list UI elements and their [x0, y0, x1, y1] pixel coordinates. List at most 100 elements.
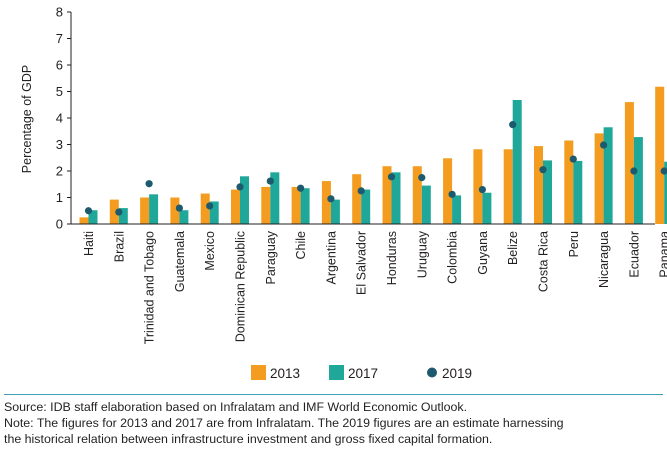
- x-tick-label: Uruguay: [415, 230, 429, 278]
- dot-2019: [478, 185, 486, 194]
- bar-2017: [603, 127, 613, 224]
- bar-2017: [179, 210, 189, 224]
- dot-2019: [236, 183, 244, 191]
- x-tick-label: Dominican Republic: [234, 231, 248, 342]
- bar-2013: [200, 193, 210, 224]
- dot-2019: [357, 187, 365, 195]
- bar-2013: [503, 149, 513, 224]
- x-tick-label: Costa Rica: [537, 231, 551, 292]
- bar-2017: [149, 194, 159, 224]
- note-line-1: Note: The figures for 2013 and 2017 are …: [4, 416, 564, 431]
- chart: Percentage of GDP 0 1 2 3 4 5 6 7 8 Haiti Brazil T…: [20, 5, 667, 381]
- bar-2017: [361, 189, 371, 224]
- bar-2017: [300, 188, 310, 224]
- y-axis: 0 1 2 3 4 5 6 7 8: [56, 5, 72, 232]
- dot-2019: [448, 190, 456, 198]
- bar-2013: [170, 197, 180, 224]
- bar-2013: [140, 197, 150, 224]
- bar-2013: [534, 146, 543, 224]
- y-tick-label: 2: [56, 164, 63, 179]
- bar-2013: [382, 166, 392, 224]
- x-tick-label: Honduras: [385, 231, 399, 285]
- bar-2017: [664, 161, 667, 224]
- dot-2019: [630, 167, 638, 175]
- bar-2013: [564, 140, 574, 224]
- bar-2017: [270, 172, 280, 224]
- bar-2017: [452, 195, 462, 224]
- bar-2017: [209, 201, 219, 224]
- x-tick-label: Guatemala: [173, 231, 187, 292]
- x-tick-label: Brazil: [112, 231, 126, 262]
- bar-2017: [391, 172, 401, 224]
- x-tick-label: Panama: [658, 231, 667, 278]
- x-tick-label: Argentina: [324, 231, 338, 285]
- y-axis-label: Percentage of GDP: [20, 65, 34, 173]
- bar-2017: [240, 176, 249, 224]
- bar-2013: [473, 149, 483, 224]
- y-tick-label: 8: [56, 5, 63, 20]
- dot-2019: [145, 180, 153, 188]
- dot-2019: [509, 121, 517, 129]
- x-tick-label: Belize: [506, 231, 520, 265]
- bar-2017: [543, 160, 552, 224]
- bar-2013: [594, 133, 604, 224]
- bar-2013: [624, 102, 634, 224]
- x-tick-label: Nicaragua: [597, 231, 611, 288]
- chart-notes: Source: IDB staff elaboration based on I…: [4, 399, 665, 448]
- bar-2013: [655, 86, 665, 224]
- y-tick-label: 4: [56, 111, 63, 126]
- legend-swatch-2013: [251, 365, 266, 380]
- dot-2019: [327, 195, 335, 203]
- legend-label-2017: 2017: [348, 366, 378, 381]
- legend-swatch-2019: [427, 367, 437, 378]
- dot-2019: [387, 173, 396, 181]
- dot-2019: [600, 141, 608, 149]
- note-line-2: the historical relation between infrastr…: [4, 432, 493, 447]
- dot-2019: [175, 204, 183, 212]
- dot-2019: [297, 184, 305, 192]
- legend-label-2019: 2019: [442, 366, 472, 381]
- dot-2019: [569, 155, 577, 163]
- x-tick-label: Guyana: [476, 231, 490, 275]
- bar-2017: [118, 208, 128, 224]
- bar-2013: [231, 189, 240, 224]
- bar-2013: [412, 166, 422, 224]
- y-tick-label: 3: [56, 137, 63, 152]
- dot-2019: [660, 167, 667, 175]
- bar-2013: [79, 217, 89, 224]
- bar-2017: [330, 199, 340, 224]
- x-tick-label: El Salvador: [355, 231, 369, 295]
- bar-2013: [321, 181, 331, 224]
- x-tick-label: Peru: [567, 231, 581, 257]
- bar-2017: [482, 192, 492, 224]
- dot-2019: [84, 207, 93, 215]
- source-note: Source: IDB staff elaboration based on I…: [4, 400, 468, 414]
- bar-2013: [291, 186, 301, 224]
- dot-2019: [418, 174, 426, 182]
- dot-2019: [266, 177, 274, 185]
- x-tick-label: Haiti: [82, 231, 96, 256]
- legend: 2013 2017 2019: [251, 365, 472, 381]
- legend-swatch-2017: [329, 365, 344, 380]
- bar-2017: [421, 185, 431, 224]
- y-tick-label: 1: [56, 190, 63, 205]
- legend-label-2013: 2013: [270, 366, 300, 381]
- bar-2017: [88, 210, 98, 224]
- x-tick-label: Trinidad and Tobago: [143, 231, 157, 344]
- y-tick-label: 6: [56, 58, 63, 73]
- y-tick-label: 7: [56, 31, 63, 46]
- x-tick-label: Ecuador: [627, 231, 641, 278]
- bar-2017: [633, 137, 643, 224]
- x-axis: Haiti Brazil Trinidad and Tobago Guatemala M…: [71, 223, 667, 344]
- x-tick-label: Mexico: [203, 231, 217, 271]
- divider: [4, 394, 663, 395]
- bar-2017: [573, 160, 583, 224]
- bar-2013: [352, 174, 362, 224]
- dot-2019: [115, 208, 123, 216]
- bar-2013: [109, 199, 119, 224]
- x-tick-label: Chile: [294, 231, 308, 260]
- x-tick-label: Paraguay: [264, 230, 278, 284]
- x-tick-label: Colombia: [446, 231, 460, 284]
- bar-2013: [443, 158, 453, 224]
- y-tick-label: 5: [56, 84, 63, 99]
